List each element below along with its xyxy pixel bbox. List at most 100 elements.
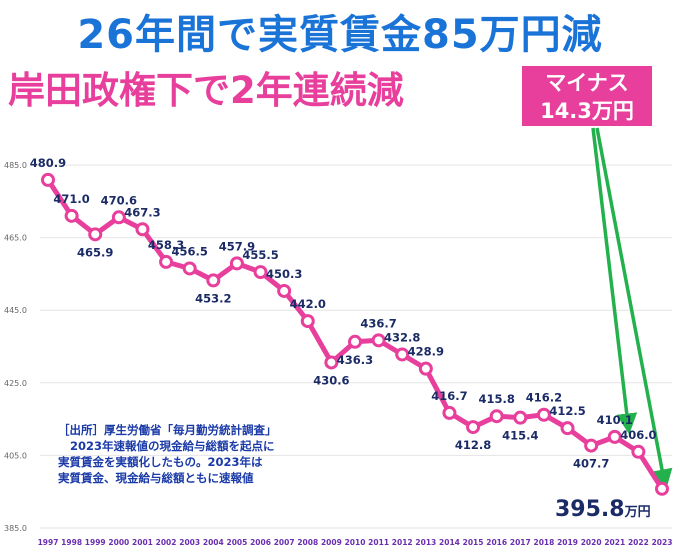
data-label: 457.9: [219, 239, 255, 253]
x-tick-label: 2010: [345, 538, 366, 547]
decrease-callout: マイナス 14.3万円: [522, 66, 652, 126]
data-label: 428.9: [408, 345, 444, 359]
data-label: 410.1: [597, 413, 633, 427]
x-tick-label: 2002: [156, 538, 177, 547]
data-point: [466, 420, 481, 435]
final-value-label: 395.8万円: [555, 497, 651, 522]
data-point: [229, 256, 244, 271]
data-label: 480.9: [30, 156, 66, 170]
data-point: [584, 438, 599, 453]
data-point: [300, 314, 315, 329]
x-tick-label: 2011: [368, 538, 389, 547]
callout-line-1: マイナス: [545, 71, 629, 95]
data-label: 450.3: [266, 267, 302, 281]
data-point: [631, 444, 646, 459]
data-point: [489, 409, 504, 424]
x-tick-label: 2009: [321, 538, 342, 547]
data-point: [111, 210, 126, 225]
data-point: [371, 333, 386, 348]
data-point: [442, 405, 457, 420]
data-label: 416.7: [431, 389, 467, 403]
x-tick-label: 2015: [463, 538, 484, 547]
x-tick-label: 2013: [415, 538, 436, 547]
data-label: 436.7: [360, 316, 396, 330]
data-point: [159, 254, 174, 269]
x-tick-label: 2016: [486, 538, 507, 547]
data-label: 407.7: [573, 457, 609, 471]
data-label: 430.6: [313, 373, 349, 387]
x-axis-ticks: 1997 1998 1999 2000 2001 2002 2003 2004 2005 2006…: [38, 538, 673, 547]
x-tick-label: 2007: [274, 538, 295, 547]
final-value: 395.8: [555, 497, 625, 522]
data-point: [88, 227, 103, 242]
data-point: [513, 410, 528, 425]
source-line-4: 実質賃金、現金給与総額ともに速報値: [58, 471, 254, 485]
data-point: [324, 355, 339, 370]
data-label: 416.2: [526, 391, 562, 405]
source-line-3: 実質賃金を実額化したもの。2023年は: [58, 455, 263, 469]
arrow-to-2022: [591, 127, 638, 435]
x-tick-label: 2022: [628, 538, 649, 547]
x-tick-label: 1999: [85, 538, 106, 547]
data-point: [135, 222, 150, 237]
data-points: [41, 172, 669, 496]
y-tick-label: 425.0: [4, 379, 27, 388]
data-point: [182, 261, 197, 276]
x-tick-label: 2019: [557, 538, 578, 547]
x-tick-label: 2004: [203, 538, 224, 547]
x-tick-label: 2021: [604, 538, 625, 547]
x-tick-label: 2003: [179, 538, 200, 547]
data-point: [253, 265, 268, 280]
data-label: 412.8: [455, 438, 491, 452]
x-tick-label: 1997: [38, 538, 59, 547]
data-label: 415.4: [502, 429, 538, 443]
data-label: 436.3: [337, 353, 373, 367]
data-label: 432.8: [384, 330, 420, 344]
source-note: ［出所］厚生労働省「毎月勤労統計調査」 2023年速報値の現金給与総額を起点に …: [58, 422, 318, 486]
data-point: [41, 172, 55, 187]
arrow-to-2023: [595, 127, 673, 491]
data-point: [418, 361, 433, 376]
data-label: 406.0: [620, 428, 656, 442]
y-tick-label: 405.0: [4, 451, 27, 460]
x-tick-label: 2018: [533, 538, 554, 547]
page-subtitle: 岸田政権下で2年連続減: [8, 69, 404, 112]
x-tick-label: 2020: [581, 538, 602, 547]
data-point: [206, 273, 221, 288]
source-line-1: ［出所］厚生労働省「毎月勤労統計調査」: [58, 423, 277, 437]
data-point: [277, 283, 292, 298]
data-point: [560, 421, 575, 436]
y-tick-label: 485.0: [4, 161, 27, 170]
data-point: [655, 481, 669, 496]
data-label: 453.2: [195, 291, 231, 305]
x-tick-label: 1998: [61, 538, 82, 547]
x-tick-label: 2017: [510, 538, 531, 547]
y-tick-label: 445.0: [4, 306, 27, 315]
y-tick-label: 385.0: [4, 524, 27, 533]
page-title: 26年間で実質賃金85万円減: [77, 12, 603, 58]
data-point: [64, 208, 79, 223]
y-axis-ticks: 385.0 405.0 425.0 445.0 465.0 485.0: [4, 161, 27, 533]
x-tick-label: 2000: [108, 538, 129, 547]
final-unit: 万円: [624, 505, 651, 520]
data-label: 471.0: [53, 192, 89, 206]
data-point: [348, 334, 362, 349]
data-label: 465.9: [77, 245, 113, 259]
callout-line-2: 14.3万円: [540, 99, 634, 123]
x-tick-label: 2001: [132, 538, 153, 547]
x-tick-label: 2012: [392, 538, 413, 547]
data-label: 412.5: [549, 404, 585, 418]
x-tick-label: 2006: [250, 538, 271, 547]
callout-arrows: [591, 127, 673, 491]
y-tick-label: 465.0: [4, 234, 27, 243]
data-point: [395, 347, 410, 362]
data-label: 458.3: [148, 238, 184, 252]
grid-lines: [40, 164, 672, 529]
data-point: [607, 429, 622, 444]
data-label: 455.5: [242, 248, 278, 262]
data-label: 442.0: [290, 297, 326, 311]
x-tick-label: 2023: [652, 538, 673, 547]
x-tick-label: 2005: [226, 538, 247, 547]
